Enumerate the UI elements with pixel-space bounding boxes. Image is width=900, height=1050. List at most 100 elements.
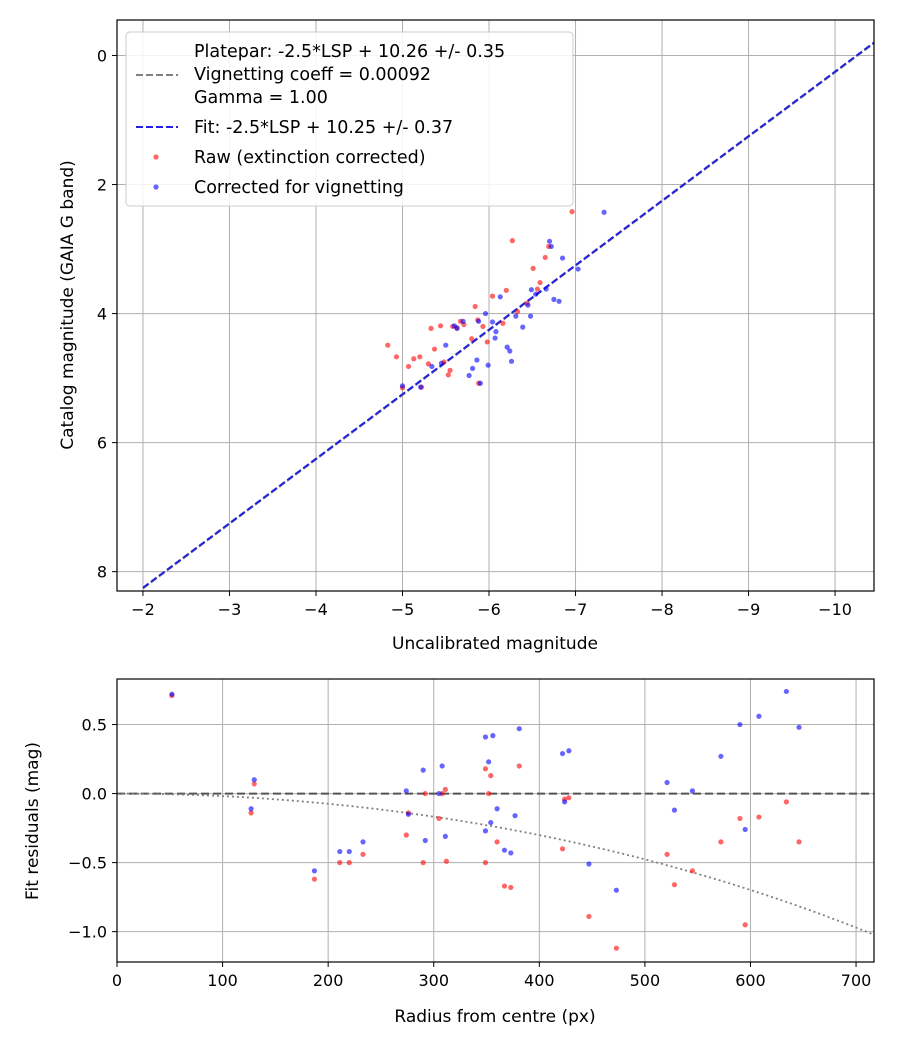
legend-raw-marker bbox=[153, 154, 159, 160]
corrected-for-vignetting-point bbox=[513, 313, 519, 319]
corrected-for-vignetting-point bbox=[504, 344, 510, 350]
bottom-x-axis-label: Radius from centre (px) bbox=[394, 1007, 595, 1027]
raw-point bbox=[482, 860, 489, 866]
corrected-for-vignetting-point bbox=[543, 286, 549, 292]
raw-extinction-corrected-point bbox=[405, 363, 412, 370]
corrected-for-vignetting-point bbox=[525, 302, 531, 308]
corrected-point bbox=[586, 861, 592, 867]
x-tick-label: 700 bbox=[841, 971, 872, 990]
raw-extinction-corrected-point bbox=[428, 325, 434, 332]
corrected-for-vignetting-point bbox=[466, 372, 472, 379]
raw-extinction-corrected-point bbox=[503, 287, 509, 293]
raw-point bbox=[559, 846, 566, 852]
corrected-point bbox=[756, 713, 762, 719]
corrected-for-vignetting-point bbox=[482, 310, 489, 317]
top-points bbox=[385, 209, 607, 391]
corrected-point bbox=[439, 763, 445, 769]
corrected-for-vignetting-point bbox=[454, 325, 460, 332]
raw-point bbox=[403, 832, 409, 838]
corrected-point bbox=[689, 788, 696, 794]
raw-point bbox=[420, 860, 426, 866]
bottom-points bbox=[169, 688, 802, 951]
corrected-point bbox=[501, 847, 508, 853]
corrected-for-vignetting-point bbox=[489, 319, 496, 325]
y-tick-label: 4 bbox=[97, 305, 107, 324]
corrected-for-vignetting-point bbox=[429, 363, 435, 370]
corrected-point bbox=[403, 788, 409, 794]
corrected-point bbox=[436, 790, 442, 797]
x-tick-label: −8 bbox=[650, 600, 674, 619]
raw-extinction-corrected-point bbox=[530, 265, 536, 272]
corrected-for-vignetting-point bbox=[546, 238, 553, 244]
corrected-for-vignetting-point bbox=[399, 383, 406, 389]
y-tick-label: −1.0 bbox=[68, 923, 107, 942]
x-tick-label: −2 bbox=[131, 600, 155, 619]
corrected-for-vignetting-point bbox=[474, 357, 480, 363]
bottom-axes-frame bbox=[116, 678, 875, 963]
raw-extinction-corrected-point bbox=[469, 336, 475, 342]
raw-point bbox=[737, 815, 743, 822]
y-tick-label: 6 bbox=[97, 434, 107, 453]
legend-fit-label: Fit: -2.5*LSP + 10.25 +/- 0.37 bbox=[194, 118, 453, 138]
raw-point bbox=[443, 858, 450, 864]
corrected-point bbox=[337, 848, 343, 855]
corrected-point bbox=[671, 807, 678, 813]
top-y-ticks: 0 2 4 6 8 bbox=[97, 46, 117, 582]
x-tick-label: 0 bbox=[112, 971, 122, 990]
legend-gamma-label: Gamma = 1.00 bbox=[194, 88, 328, 108]
corrected-for-vignetting-point bbox=[575, 266, 581, 272]
raw-extinction-corrected-point bbox=[417, 354, 423, 360]
raw-point bbox=[488, 773, 494, 779]
raw-point bbox=[783, 799, 789, 805]
bottom-grid bbox=[116, 679, 874, 962]
y-tick-label: 8 bbox=[97, 563, 107, 582]
corrected-for-vignetting-point bbox=[508, 358, 515, 364]
corrected-for-vignetting-point bbox=[460, 318, 466, 324]
raw-point bbox=[508, 884, 514, 891]
corrected-point bbox=[796, 724, 802, 730]
raw-extinction-corrected-point bbox=[542, 254, 548, 261]
raw-point bbox=[718, 839, 724, 845]
bottom-y-axis-label: Fit residuals (mag) bbox=[23, 742, 43, 900]
corrected-for-vignetting-point bbox=[469, 365, 476, 372]
corrected-point bbox=[422, 837, 428, 844]
raw-extinction-corrected-point bbox=[393, 354, 400, 360]
raw-point bbox=[442, 786, 448, 793]
raw-extinction-corrected-point bbox=[472, 303, 478, 310]
top-y-axis-label: Catalog magnitude (GAIA G band) bbox=[58, 160, 78, 450]
x-tick-label: 300 bbox=[418, 971, 449, 990]
corrected-for-vignetting-point bbox=[485, 362, 491, 368]
corrected-point bbox=[442, 833, 448, 839]
corrected-point bbox=[490, 733, 496, 739]
corrected-point bbox=[664, 779, 670, 786]
raw-point bbox=[360, 851, 366, 857]
corrected-for-vignetting-point bbox=[507, 348, 513, 354]
corrected-for-vignetting-point bbox=[476, 318, 482, 324]
raw-point bbox=[566, 795, 572, 801]
raw-point bbox=[346, 860, 352, 866]
corrected-point bbox=[508, 850, 514, 856]
corrected-point bbox=[420, 767, 426, 773]
raw-extinction-corrected-point bbox=[480, 323, 486, 330]
top-axes-frame bbox=[116, 19, 875, 592]
raw-point bbox=[436, 815, 442, 822]
corrected-for-vignetting-point bbox=[601, 209, 607, 215]
x-tick-label: 500 bbox=[630, 971, 661, 990]
raw-extinction-corrected-point bbox=[484, 339, 490, 345]
corrected-point bbox=[718, 753, 724, 759]
y-tick-label: −0.5 bbox=[68, 854, 107, 873]
raw-extinction-corrected-point bbox=[514, 309, 521, 315]
corrected-point bbox=[613, 887, 619, 893]
corrected-for-vignetting-point bbox=[418, 384, 424, 390]
raw-point bbox=[664, 851, 670, 857]
raw-point bbox=[742, 922, 748, 928]
corrected-point bbox=[488, 819, 494, 826]
x-tick-label: −10 bbox=[818, 600, 852, 619]
corrected-point bbox=[516, 726, 522, 732]
corrected-point bbox=[494, 806, 500, 812]
raw-point bbox=[671, 882, 678, 888]
raw-extinction-corrected-point bbox=[437, 323, 444, 329]
raw-point bbox=[311, 876, 318, 882]
raw-extinction-corrected-point bbox=[447, 367, 453, 373]
raw-extinction-corrected-point bbox=[509, 238, 515, 244]
